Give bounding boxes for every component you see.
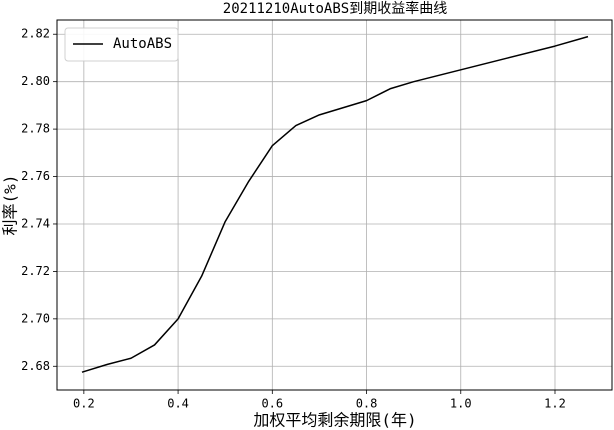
x-tick-label: 0.4 — [167, 397, 189, 411]
x-tick-label: 0.6 — [261, 397, 283, 411]
y-tick-label: 2.76 — [21, 169, 50, 183]
y-tick-label: 2.78 — [21, 122, 50, 136]
legend-label: AutoABS — [113, 36, 172, 52]
legend-box — [64, 27, 179, 62]
line-series — [81, 35, 589, 373]
y-tick-label: 2.80 — [21, 74, 50, 88]
plot-frame — [56, 19, 613, 391]
y-tick-label: 2.70 — [21, 311, 50, 325]
y-tick-label: 2.82 — [21, 27, 50, 41]
x-tick-label: 1.2 — [544, 397, 566, 411]
x-axis-label: 加权平均剩余期限(年) — [253, 411, 416, 430]
x-tick-label: 0.2 — [73, 397, 95, 411]
y-axis-label: 利率(%) — [1, 175, 20, 236]
x-tick-label: 1.0 — [450, 397, 472, 411]
chart-title: 20211210AutoABS到期收益率曲线 — [223, 0, 447, 17]
y-tick-label: 2.68 — [21, 359, 50, 373]
x-tick-label: 0.8 — [356, 397, 378, 411]
y-tick-label: 2.72 — [21, 264, 50, 278]
y-tick-label: 2.74 — [21, 216, 50, 230]
